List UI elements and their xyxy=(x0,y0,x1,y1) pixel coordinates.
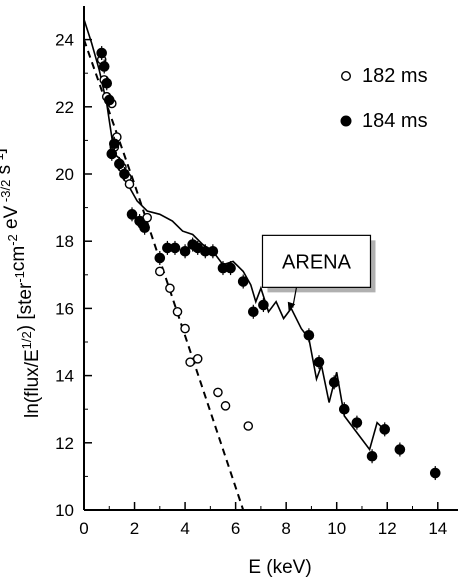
open-circle-marker xyxy=(172,306,183,317)
y-tick-label: 24 xyxy=(55,31,74,50)
legend: 182 ms 184 ms xyxy=(340,65,428,132)
filled-circle-marker xyxy=(429,467,441,479)
filled-circle-marker xyxy=(179,245,191,257)
x-axis-label: E (keV) xyxy=(248,557,311,578)
filled-circle-marker xyxy=(207,245,219,257)
y-tick-label: 16 xyxy=(55,299,74,318)
annotation: ARENA xyxy=(261,234,376,312)
filled-circle-marker xyxy=(313,356,325,368)
x-tick-label: 12 xyxy=(378,519,397,538)
open-circle-marker xyxy=(155,266,165,277)
data-markers xyxy=(96,46,441,481)
y-tick-label: 12 xyxy=(55,434,74,453)
filled-circle-marker xyxy=(258,299,269,311)
filled-circle-marker xyxy=(328,377,340,388)
filled-circle-marker xyxy=(103,94,115,106)
x-tick-label: 4 xyxy=(180,519,189,538)
annotation-box xyxy=(261,234,372,288)
legend-label: 184 ms xyxy=(362,110,428,132)
x-tick-label: 14 xyxy=(428,519,447,538)
filled-circle-marker xyxy=(101,77,113,89)
filled-circle-marker xyxy=(109,138,120,150)
dashed-fit-line xyxy=(83,39,245,511)
filled-circle-marker xyxy=(114,158,125,170)
filled-circle-marker xyxy=(139,222,150,234)
annotation-arrow-head xyxy=(287,301,296,312)
filled-circle-marker xyxy=(106,148,118,160)
filled-circle-marker xyxy=(154,252,166,264)
y-tick-label: 14 xyxy=(55,367,74,386)
filled-circle-marker xyxy=(338,403,350,415)
open-circle-marker xyxy=(220,401,231,411)
filled-circle-marker xyxy=(351,417,363,428)
open-circle-marker xyxy=(192,353,203,364)
plot-area xyxy=(83,6,458,511)
filled-circle-marker xyxy=(225,262,236,274)
arena-model-line xyxy=(83,19,388,452)
filled-circle-marker xyxy=(394,444,406,455)
x-tick-label: 8 xyxy=(281,519,290,538)
open-circle-marker xyxy=(243,421,254,431)
x-tick-label: 10 xyxy=(327,519,346,538)
x-tick-label: 0 xyxy=(79,519,88,538)
legend-open-marker xyxy=(341,70,352,81)
y-tick-label: 22 xyxy=(55,98,74,117)
y-tick-label: 18 xyxy=(55,232,74,251)
x-tick-label: 2 xyxy=(130,519,139,538)
open-circle-marker xyxy=(180,323,190,334)
x-tick-label: 6 xyxy=(231,519,240,538)
open-circle-marker xyxy=(213,387,223,398)
open-circle-marker xyxy=(185,357,195,367)
filled-circle-marker xyxy=(169,242,181,254)
filled-circle-marker xyxy=(126,209,138,220)
annotation-label: ARENA xyxy=(282,251,352,273)
open-circle-marker xyxy=(165,283,175,294)
filled-circle-marker xyxy=(237,276,249,287)
legend-label: 182 ms xyxy=(362,65,428,87)
filled-circle-marker xyxy=(366,450,378,462)
filled-circle-marker xyxy=(248,306,259,318)
filled-circle-marker xyxy=(379,424,391,435)
filled-circle-marker xyxy=(96,47,107,59)
y-tick-label: 10 xyxy=(55,501,74,520)
filled-circle-marker xyxy=(303,329,315,341)
y-tick-label: 20 xyxy=(55,165,74,184)
y-axis-label: ln(flux/E1/2) [ster-1cm-2 eV -3/2 s-1] xyxy=(0,148,43,418)
open-circle-marker xyxy=(124,179,135,189)
filled-circle-marker xyxy=(98,61,110,72)
legend-filled-marker xyxy=(340,115,352,127)
filled-circle-marker xyxy=(119,168,130,180)
